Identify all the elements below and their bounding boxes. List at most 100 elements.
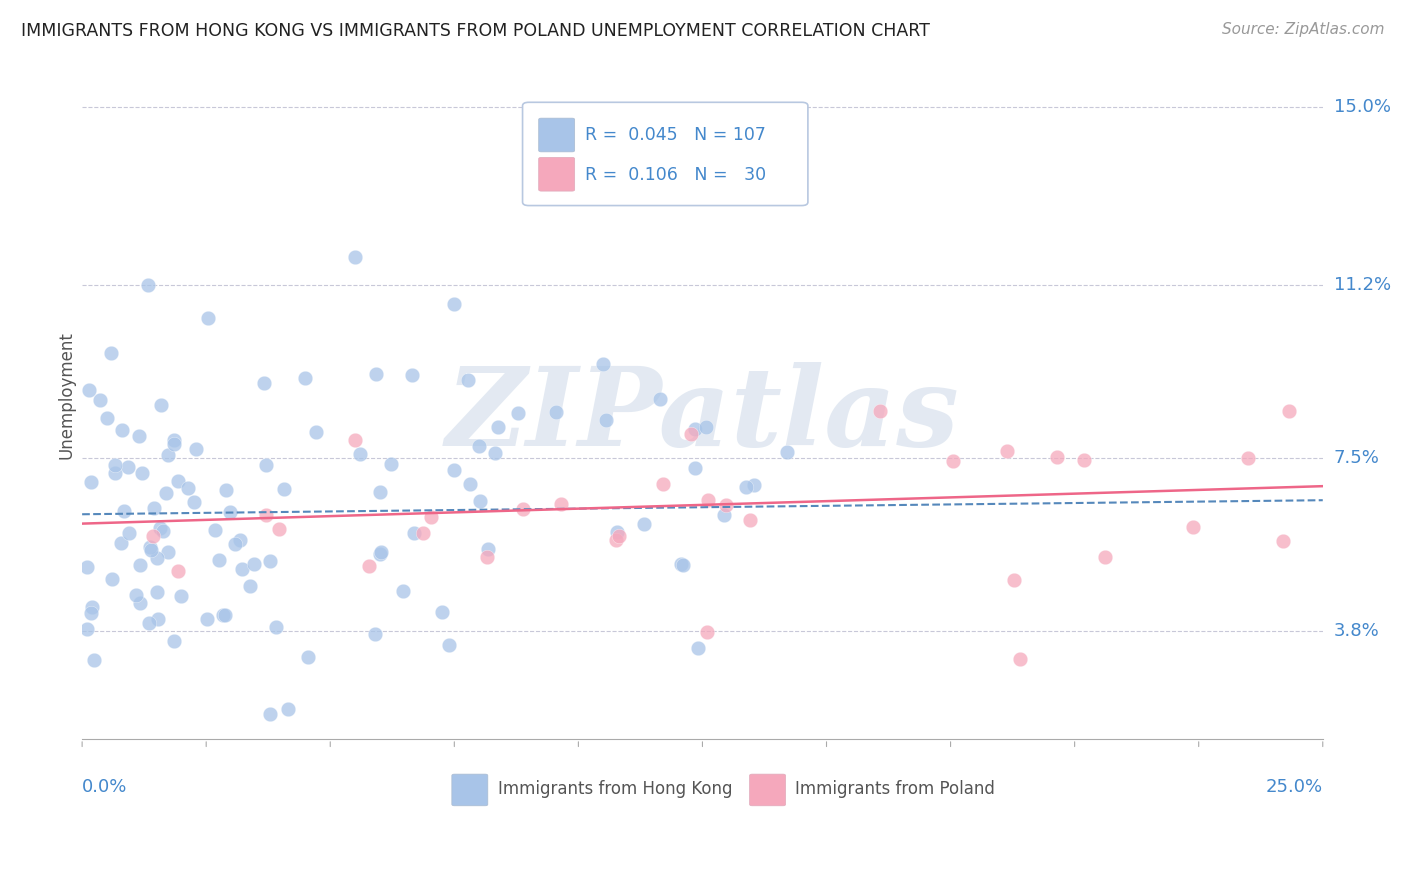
Point	[294, 371, 316, 385]
Point	[364, 627, 387, 641]
Point	[197, 310, 219, 325]
Point	[686, 640, 709, 655]
Point	[672, 558, 695, 573]
Text: 3.8%: 3.8%	[1334, 623, 1379, 640]
Point	[671, 557, 693, 571]
Point	[368, 485, 391, 500]
Point	[359, 558, 381, 573]
Point	[343, 434, 366, 448]
Point	[685, 422, 707, 436]
Point	[368, 548, 391, 562]
Point	[131, 466, 153, 480]
Text: Immigrants from Hong Kong: Immigrants from Hong Kong	[498, 780, 733, 798]
Point	[1182, 520, 1205, 534]
Point	[392, 583, 415, 598]
Point	[224, 537, 246, 551]
Point	[163, 437, 186, 451]
Point	[508, 406, 530, 420]
Point	[1094, 549, 1116, 564]
Point	[419, 509, 441, 524]
Point	[404, 525, 426, 540]
Point	[254, 508, 277, 523]
Point	[254, 458, 277, 472]
Point	[142, 501, 165, 516]
Point	[1271, 534, 1294, 549]
Point	[735, 480, 758, 494]
Point	[742, 478, 765, 492]
Point	[148, 612, 170, 626]
Point	[183, 494, 205, 508]
Point	[253, 376, 276, 391]
FancyBboxPatch shape	[538, 157, 575, 191]
Point	[437, 638, 460, 652]
Point	[215, 483, 238, 497]
Point	[595, 413, 617, 427]
Point	[544, 404, 567, 418]
Point	[138, 615, 160, 630]
Point	[157, 545, 180, 559]
Point	[118, 526, 141, 541]
Text: 25.0%: 25.0%	[1265, 778, 1323, 796]
Text: 15.0%: 15.0%	[1334, 98, 1391, 116]
Point	[231, 562, 253, 576]
Point	[125, 588, 148, 602]
Point	[696, 625, 718, 640]
Text: Immigrants from Poland: Immigrants from Poland	[796, 780, 995, 798]
Point	[229, 533, 252, 547]
Point	[430, 605, 453, 619]
Point	[267, 522, 290, 536]
Point	[869, 404, 891, 418]
Text: 11.2%: 11.2%	[1334, 276, 1391, 293]
Point	[166, 564, 188, 578]
Point	[349, 447, 371, 461]
Point	[77, 384, 100, 398]
Point	[738, 513, 761, 527]
Point	[89, 392, 111, 407]
FancyBboxPatch shape	[523, 103, 808, 205]
Point	[607, 529, 630, 543]
Point	[163, 434, 186, 448]
Point	[273, 482, 295, 496]
Point	[484, 446, 506, 460]
FancyBboxPatch shape	[749, 774, 786, 805]
Point	[277, 702, 299, 716]
Point	[146, 585, 169, 599]
Point	[167, 475, 190, 489]
Point	[457, 372, 479, 386]
Point	[713, 508, 735, 522]
Point	[139, 540, 162, 554]
Point	[204, 523, 226, 537]
Point	[1008, 652, 1031, 666]
Point	[1237, 451, 1260, 466]
Point	[100, 346, 122, 360]
Point	[468, 494, 491, 508]
Point	[150, 398, 173, 412]
Point	[195, 612, 218, 626]
Point	[128, 558, 150, 573]
Point	[155, 486, 177, 500]
Point	[176, 481, 198, 495]
Point	[266, 619, 288, 633]
Point	[149, 521, 172, 535]
Point	[212, 608, 235, 623]
Point	[214, 607, 236, 622]
Text: Source: ZipAtlas.com: Source: ZipAtlas.com	[1222, 22, 1385, 37]
Point	[128, 428, 150, 442]
Text: 0.0%: 0.0%	[82, 778, 128, 796]
Point	[648, 392, 671, 406]
Point	[184, 442, 207, 457]
Point	[697, 492, 720, 507]
Point	[117, 459, 139, 474]
Point	[995, 443, 1018, 458]
Point	[550, 498, 572, 512]
Point	[605, 533, 627, 548]
Point	[219, 505, 242, 519]
Point	[129, 596, 152, 610]
Y-axis label: Unemployment: Unemployment	[58, 331, 75, 458]
Point	[776, 445, 799, 459]
Point	[104, 458, 127, 473]
Point	[942, 454, 965, 468]
Point	[364, 367, 387, 381]
Point	[477, 542, 499, 557]
Point	[163, 633, 186, 648]
